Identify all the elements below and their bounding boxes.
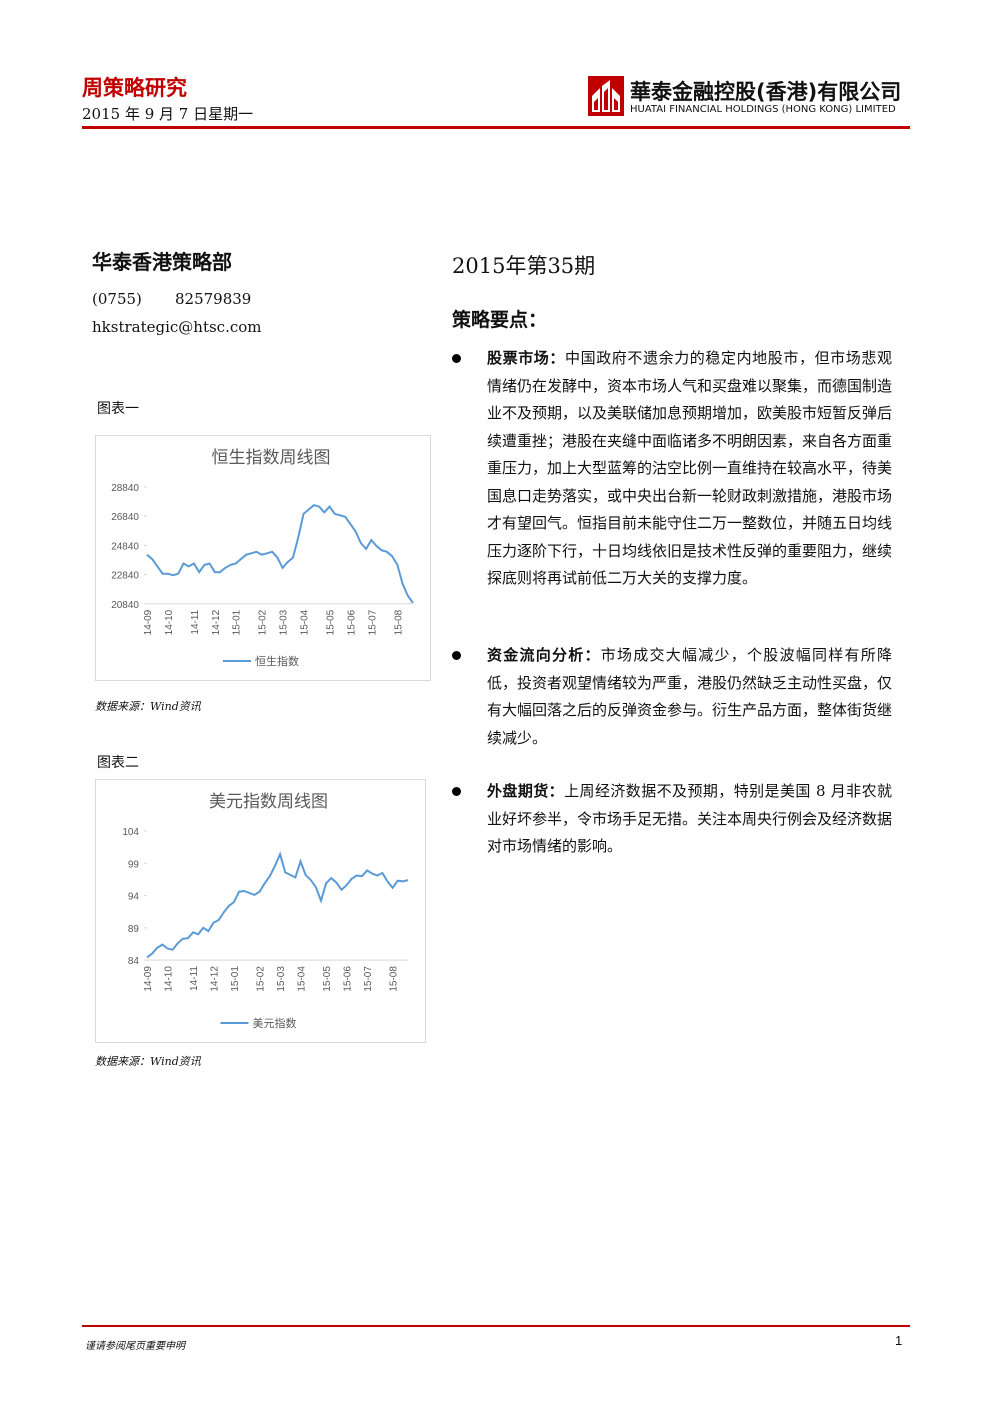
- x-tick-label: 14-10: [164, 609, 175, 635]
- chart-title: 恒生指数周线图: [212, 448, 331, 467]
- y-tick-label: 20840: [111, 600, 139, 611]
- figure: 恒生指数周线图 20840 22840 24840 26840 28840 14-09 14-…: [95, 435, 431, 685]
- figure: 美元指数周线图 84 89 94 99 104 14-09 14-10 14-11 14-12 15…: [95, 779, 426, 1047]
- x-tick-label: 15-04: [297, 966, 308, 992]
- x-tick-label: 15-08: [389, 966, 400, 992]
- figure-source: 数据来源：Wind资讯: [95, 1055, 201, 1068]
- logo: [588, 76, 624, 116]
- x-tick-label: 14-09: [143, 966, 154, 992]
- chart-frame: [95, 779, 426, 1043]
- y-tick-label: 26840: [111, 512, 139, 523]
- x-tick-label: 15-03: [276, 966, 287, 992]
- footer-rule: [82, 1325, 910, 1327]
- issue: 2015年第35期: [452, 254, 596, 278]
- x-tick-label: 14-11: [190, 609, 201, 634]
- y-tick-label: 99: [128, 859, 140, 870]
- point-text: 上周经济数据不及预期，特别是美国 8 月非农就业好坏参半，令市场手足无措。关注本…: [487, 782, 893, 855]
- y-tick-label: 89: [128, 924, 140, 935]
- legend-label: 美元指数: [253, 1016, 297, 1030]
- figure-label: 图表二: [97, 755, 139, 771]
- x-tick-label: 15-06: [346, 609, 357, 635]
- point-lead: 股票市场：: [487, 349, 565, 367]
- x-tick-label: 15-08: [393, 609, 404, 635]
- point-lead: 资金流向分析：: [487, 646, 601, 664]
- x-tick-label: 14-11: [189, 966, 200, 991]
- x-tick-label: 15-05: [322, 966, 333, 992]
- x-tick-label: 15-06: [343, 966, 354, 992]
- y-tick-label: 84: [128, 956, 140, 967]
- section-heading: 策略要点：: [452, 309, 548, 331]
- x-tick-label: 15-01: [232, 609, 243, 635]
- report-type: 周策略研究: [82, 75, 187, 100]
- x-tick-label: 14-12: [210, 966, 221, 992]
- x-tick-label: 15-07: [363, 966, 374, 992]
- point: 资金流向分析：市场成交大幅减少，个股波幅同样有所降低，投资者观望情绪较为严重，港…: [452, 642, 892, 752]
- chart: 恒生指数周线图 20840 22840 24840 26840 28840 14-09 14-…: [95, 435, 431, 681]
- figure-source: 数据来源：Wind资讯: [95, 700, 201, 713]
- header-rule: [82, 126, 910, 129]
- figure-label: 图表一: [97, 401, 139, 417]
- department: 华泰香港策略部: [92, 250, 232, 274]
- chart-title: 美元指数周线图: [209, 792, 328, 811]
- chart-frame: [95, 435, 431, 681]
- disclaimer: 谨请参阅尾页重要申明: [85, 1341, 185, 1352]
- series-line: [146, 503, 414, 604]
- x-tick-label: 15-01: [230, 966, 241, 992]
- x-tick-label: 15-02: [256, 966, 267, 992]
- y-tick-label: 24840: [111, 541, 139, 552]
- y-tick-label: 28840: [111, 483, 139, 494]
- y-tick-label: 94: [128, 892, 140, 903]
- series-line: [146, 851, 409, 959]
- legend-label: 恒生指数: [255, 654, 299, 668]
- x-tick-label: 15-03: [279, 609, 290, 635]
- area-code: (0755): [92, 290, 142, 308]
- x-tick-label: 15-05: [326, 609, 337, 635]
- point-text: 市场成交大幅减少，个股波幅同样有所降低，投资者观望情绪较为严重，港股仍然缺乏主动…: [487, 646, 893, 747]
- x-tick-label: 14-10: [163, 966, 174, 992]
- x-tick-label: 15-04: [299, 609, 310, 635]
- x-tick-label: 15-02: [258, 609, 269, 635]
- report-date: 2015 年 9 月 7 日星期一: [82, 105, 254, 123]
- company-name: 華泰金融控股(香港)有限公司: [630, 80, 902, 104]
- point: 股票市场：中国政府不遗余力的稳定内地股市，但市场悲观情绪仍在发酵中，资本市场人气…: [452, 345, 892, 593]
- point-lead: 外盘期货：: [487, 782, 565, 800]
- x-tick-label: 14-12: [211, 609, 222, 635]
- email: hkstrategic@htsc.com: [92, 318, 262, 336]
- point-text: 中国政府不遗余力的稳定内地股市，但市场悲观情绪仍在发酵中，资本市场人气和买盘难以…: [487, 349, 893, 587]
- point: 外盘期货：上周经济数据不及预期，特别是美国 8 月非农就业好坏参半，令市场手足无…: [452, 778, 892, 861]
- y-tick-label: 22840: [111, 571, 139, 582]
- x-tick-label: 15-07: [367, 609, 378, 635]
- phone: 82579839: [175, 290, 252, 308]
- x-tick-label: 14-09: [143, 609, 154, 635]
- y-tick-label: 104: [122, 827, 139, 838]
- company-name-en: HUATAI FINANCIAL HOLDINGS (HONG KONG) LI…: [630, 104, 896, 115]
- page-number: 1: [895, 1333, 903, 1348]
- chart: 美元指数周线图 84 89 94 99 104 14-09 14-10 14-11 14-12 15…: [95, 779, 426, 1043]
